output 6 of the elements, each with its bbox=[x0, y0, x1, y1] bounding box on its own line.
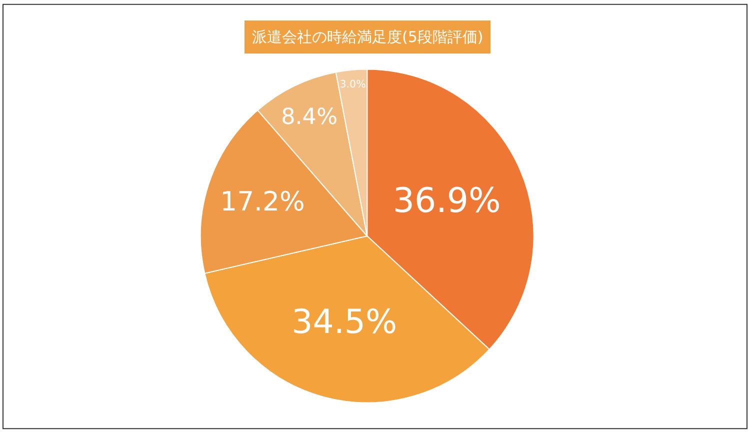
data-label: 3.0% bbox=[340, 78, 366, 90]
chart-title: 派遣会社の時給満足度(5段階評価) bbox=[252, 28, 484, 46]
data-label: 8.4% bbox=[281, 104, 338, 130]
data-label: 17.2% bbox=[220, 186, 305, 218]
data-label: 36.9% bbox=[392, 181, 501, 222]
data-label: 34.5% bbox=[292, 302, 398, 341]
